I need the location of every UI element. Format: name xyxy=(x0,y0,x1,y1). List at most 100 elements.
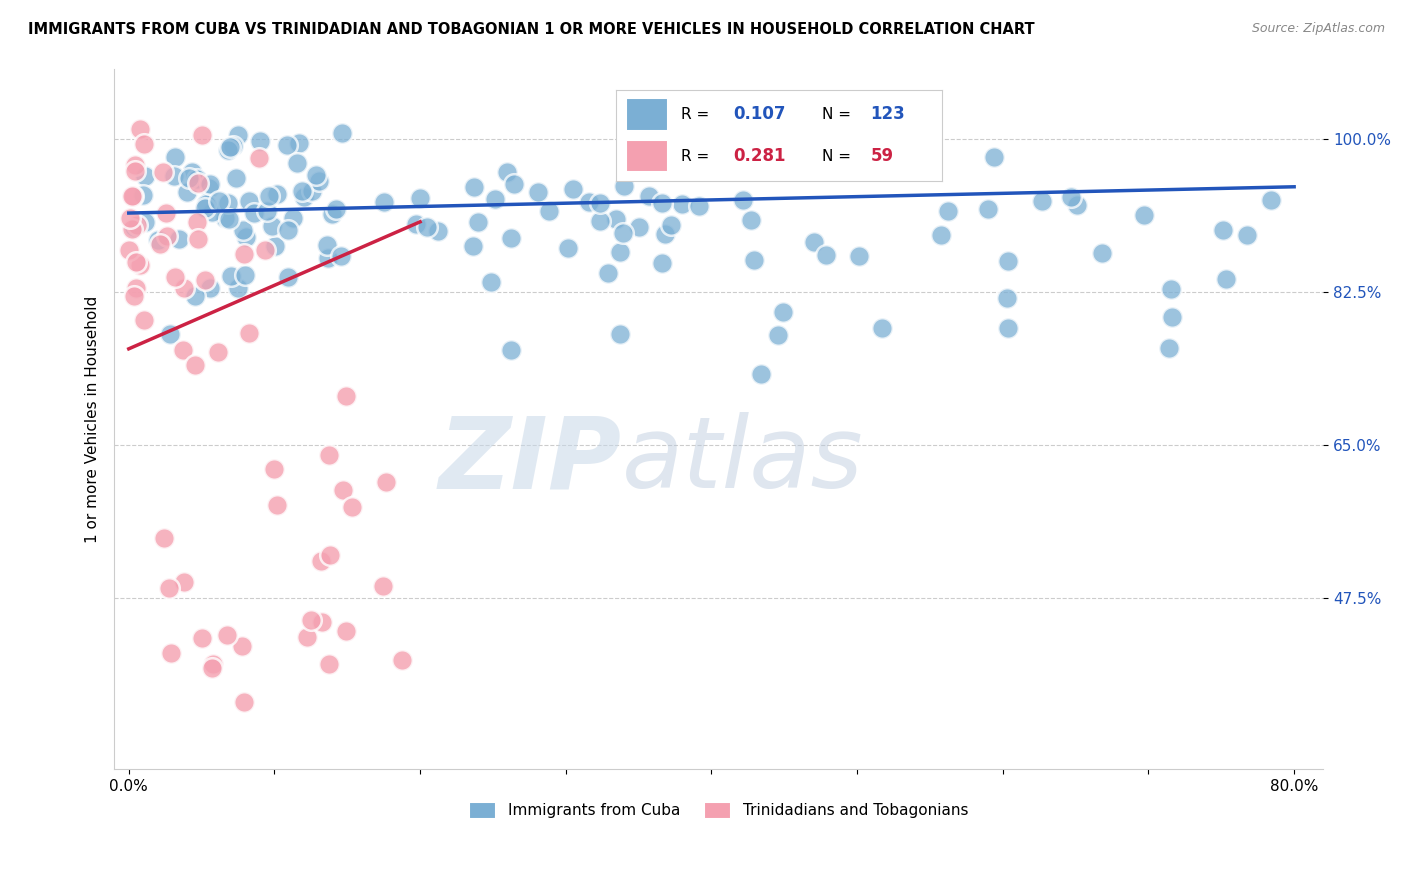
Point xyxy=(1031,194,1053,208)
Point xyxy=(207,345,229,359)
Point xyxy=(977,202,1000,217)
Point xyxy=(127,219,149,233)
Point xyxy=(263,461,285,475)
Point xyxy=(121,189,143,203)
Point xyxy=(496,164,519,178)
Point xyxy=(308,174,330,188)
Point xyxy=(292,190,315,204)
Point xyxy=(997,321,1019,335)
Point xyxy=(1236,228,1258,243)
Point xyxy=(415,220,437,235)
Point xyxy=(332,483,354,497)
Point xyxy=(499,343,522,358)
Point xyxy=(285,156,308,170)
Point xyxy=(1215,272,1237,286)
Point xyxy=(238,194,260,209)
Point xyxy=(208,194,231,209)
Point xyxy=(463,180,485,194)
Point xyxy=(159,646,181,660)
Point xyxy=(198,177,221,191)
Point xyxy=(557,241,579,255)
Point xyxy=(172,343,194,358)
Point xyxy=(225,170,247,185)
Point xyxy=(1160,282,1182,296)
Point xyxy=(222,139,245,153)
Point xyxy=(149,237,172,252)
Point xyxy=(309,554,332,568)
Point xyxy=(276,137,298,152)
Point xyxy=(526,185,548,199)
Point xyxy=(1212,223,1234,237)
Point xyxy=(124,289,146,303)
Point xyxy=(134,169,156,183)
Text: Source: ZipAtlas.com: Source: ZipAtlas.com xyxy=(1251,22,1385,36)
Point xyxy=(578,195,600,210)
Point xyxy=(134,137,156,152)
Point xyxy=(266,498,288,512)
Point xyxy=(1091,246,1114,260)
Point xyxy=(256,204,278,219)
Text: IMMIGRANTS FROM CUBA VS TRINIDADIAN AND TOBAGONIAN 1 OR MORE VEHICLES IN HOUSEHO: IMMIGRANTS FROM CUBA VS TRINIDADIAN AND … xyxy=(28,22,1035,37)
Point xyxy=(238,326,260,340)
Point xyxy=(249,134,271,148)
Point xyxy=(291,184,314,198)
Point xyxy=(335,388,357,402)
Point xyxy=(124,163,146,178)
Point xyxy=(157,581,180,595)
Point xyxy=(202,657,225,672)
Point xyxy=(803,235,825,250)
Point xyxy=(537,204,560,219)
Point xyxy=(740,212,762,227)
Point xyxy=(319,548,342,562)
Point xyxy=(627,219,650,234)
Point xyxy=(321,207,343,221)
Point xyxy=(405,217,427,231)
Point xyxy=(187,176,209,190)
Point xyxy=(731,193,754,207)
Text: atlas: atlas xyxy=(621,412,863,509)
Point xyxy=(295,630,318,644)
Point xyxy=(173,575,195,590)
Point xyxy=(243,206,266,220)
Point xyxy=(264,239,287,253)
Point xyxy=(375,475,398,490)
Point xyxy=(177,170,200,185)
Point xyxy=(426,224,449,238)
Point xyxy=(1161,310,1184,325)
Point xyxy=(165,150,187,164)
Point xyxy=(125,280,148,294)
Point xyxy=(163,270,186,285)
Point xyxy=(190,128,212,142)
Point xyxy=(983,150,1005,164)
Point xyxy=(744,252,766,267)
Point xyxy=(325,202,347,216)
Point xyxy=(596,266,619,280)
Point xyxy=(997,254,1019,268)
Point xyxy=(118,243,141,257)
Point xyxy=(589,214,612,228)
Point xyxy=(605,211,627,226)
Point xyxy=(132,312,155,326)
Point xyxy=(253,243,276,257)
Point xyxy=(1260,193,1282,207)
Point xyxy=(184,358,207,372)
Point xyxy=(173,280,195,294)
Point xyxy=(330,248,353,262)
Point xyxy=(651,256,673,270)
Point xyxy=(180,164,202,178)
Point xyxy=(484,192,506,206)
Point xyxy=(231,640,253,654)
Point xyxy=(118,211,141,226)
Point xyxy=(671,197,693,211)
Point xyxy=(463,239,485,253)
Point xyxy=(1066,198,1088,212)
Point xyxy=(232,223,254,237)
Point xyxy=(870,321,893,335)
Point xyxy=(122,219,145,234)
Text: ZIP: ZIP xyxy=(439,412,621,509)
Point xyxy=(772,305,794,319)
Point xyxy=(318,448,340,462)
Point xyxy=(257,189,280,203)
Point xyxy=(167,232,190,246)
Point xyxy=(612,226,634,240)
